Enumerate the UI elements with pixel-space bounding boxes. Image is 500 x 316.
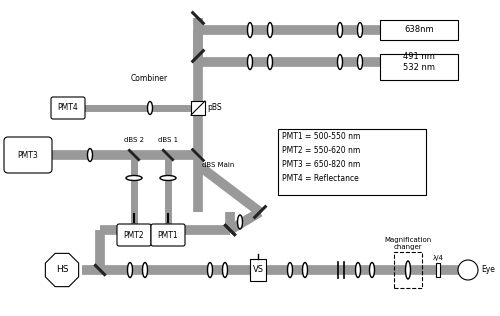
Text: VS: VS (252, 265, 264, 275)
Text: Combiner: Combiner (131, 74, 168, 83)
Text: PMT1 = 500-550 nm
PMT2 = 550-620 nm
PMT3 = 650-820 nm
PMT4 = Reflectance: PMT1 = 500-550 nm PMT2 = 550-620 nm PMT3… (282, 132, 360, 183)
Text: PMT2: PMT2 (124, 230, 144, 240)
Ellipse shape (358, 54, 362, 70)
Ellipse shape (126, 175, 142, 180)
Bar (191, 101, 205, 115)
FancyBboxPatch shape (51, 97, 85, 119)
Text: pBS: pBS (207, 104, 222, 112)
FancyBboxPatch shape (4, 137, 52, 173)
Ellipse shape (406, 261, 410, 279)
Ellipse shape (288, 263, 292, 277)
Ellipse shape (248, 22, 252, 38)
Text: 491 nm
532 nm: 491 nm 532 nm (403, 52, 435, 72)
Text: Eye: Eye (481, 265, 495, 275)
Ellipse shape (128, 263, 132, 277)
Bar (436, 263, 440, 277)
Ellipse shape (338, 54, 342, 70)
Ellipse shape (148, 101, 152, 114)
Bar (250, 259, 266, 281)
Ellipse shape (370, 263, 374, 277)
Ellipse shape (268, 54, 272, 70)
Text: HS: HS (56, 265, 68, 275)
Text: PMT4: PMT4 (58, 104, 78, 112)
Text: PMT1: PMT1 (158, 230, 178, 240)
Ellipse shape (208, 263, 212, 277)
Ellipse shape (302, 263, 308, 277)
FancyBboxPatch shape (151, 224, 185, 246)
Ellipse shape (88, 149, 92, 161)
Text: dBS Main: dBS Main (202, 162, 234, 168)
Polygon shape (46, 253, 78, 287)
Text: 638nm: 638nm (404, 26, 434, 34)
Ellipse shape (248, 54, 252, 70)
Bar (380, 20, 458, 40)
Ellipse shape (338, 22, 342, 38)
Ellipse shape (268, 22, 272, 38)
Ellipse shape (238, 215, 242, 229)
Text: dBS 1: dBS 1 (158, 137, 178, 143)
Bar (278, 129, 426, 195)
Ellipse shape (358, 22, 362, 38)
Bar (380, 54, 458, 80)
Ellipse shape (160, 175, 176, 180)
FancyBboxPatch shape (117, 224, 151, 246)
Ellipse shape (222, 263, 228, 277)
Bar (394, 252, 422, 288)
Text: λ/4: λ/4 (432, 255, 444, 261)
Circle shape (458, 260, 478, 280)
Ellipse shape (142, 263, 148, 277)
Text: PMT3: PMT3 (18, 150, 38, 160)
Text: Magnification
changer: Magnification changer (384, 237, 432, 250)
Ellipse shape (356, 263, 360, 277)
Text: dBS 2: dBS 2 (124, 137, 144, 143)
